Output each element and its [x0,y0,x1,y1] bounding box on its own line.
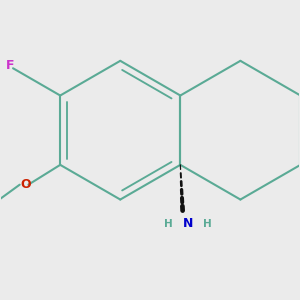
Text: H: H [164,219,172,229]
Text: F: F [6,59,15,72]
Text: O: O [21,178,31,191]
Text: H: H [203,219,212,229]
Text: N: N [183,217,193,230]
